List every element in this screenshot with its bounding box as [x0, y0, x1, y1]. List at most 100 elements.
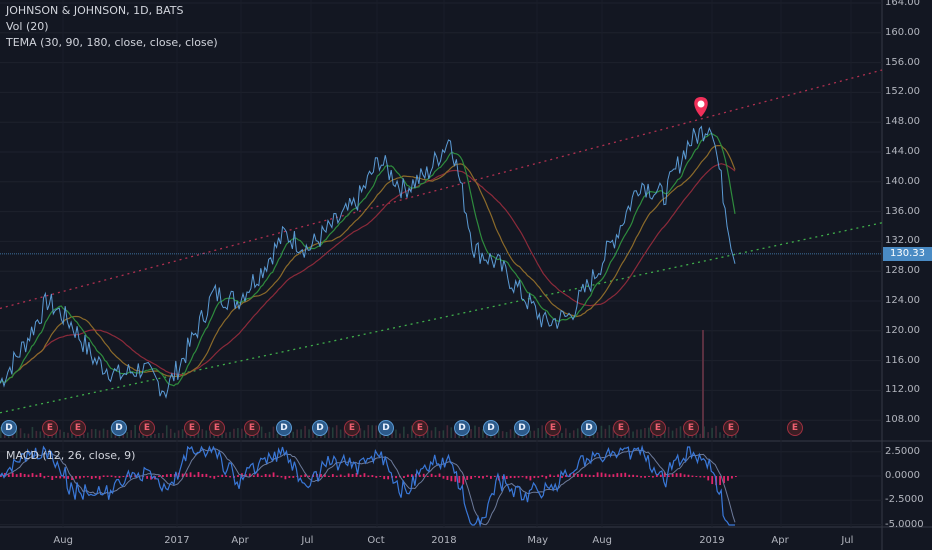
volume-bar [707, 432, 709, 438]
dividend-marker[interactable]: D [454, 420, 470, 436]
macd-histogram-bar [628, 474, 631, 477]
macd-histogram-bar [181, 473, 184, 477]
macd-histogram-bar [276, 475, 279, 477]
earnings-marker[interactable]: E [723, 420, 739, 436]
time-tick-label: Jul [841, 535, 854, 546]
volume-bar [276, 433, 279, 438]
price-tick-label: 148.00 [885, 116, 920, 128]
macd-histogram-bar [11, 472, 14, 477]
macd-histogram-bar [454, 476, 457, 482]
earnings-marker[interactable]: E [683, 420, 699, 436]
volume-bar [245, 432, 247, 438]
volume-bar [335, 425, 338, 438]
earnings-marker[interactable]: E [613, 420, 629, 436]
macd-histogram-bar [47, 475, 50, 477]
macd-histogram-bar [418, 474, 421, 477]
volume-bar [501, 431, 504, 438]
macd-tick-label: 0.0000 [885, 470, 920, 481]
volume-bar [308, 429, 310, 438]
time-tick-label: Apr [771, 535, 789, 546]
price-tick-label: 124.00 [885, 295, 920, 306]
macd-histogram-bar [691, 475, 694, 477]
volume-bar [497, 428, 500, 438]
pin-marker [694, 97, 708, 117]
macd-histogram-bar [260, 475, 263, 477]
volume-bar [86, 432, 89, 438]
macd-histogram-bar [185, 473, 188, 477]
earnings-marker[interactable]: E [344, 420, 360, 436]
earnings-marker[interactable]: E [70, 420, 86, 436]
volume-bar [509, 429, 512, 438]
time-tick-label: 2017 [164, 535, 190, 546]
macd-histogram-bar [7, 474, 10, 477]
earnings-marker[interactable]: E [139, 420, 155, 436]
last-price-tag: 130.33 [883, 247, 932, 261]
legend-title: JOHNSON & JOHNSON, 1D, BATS [6, 4, 184, 17]
macd-histogram-bar [0, 475, 2, 477]
dividend-marker[interactable]: D [276, 420, 292, 436]
earnings-marker[interactable]: E [244, 420, 260, 436]
volume-bar [699, 433, 702, 438]
earnings-marker[interactable]: E [184, 420, 200, 436]
dividend-marker[interactable]: D [514, 420, 530, 436]
volume-bar [237, 428, 239, 438]
earnings-marker[interactable]: E [42, 420, 58, 436]
volume-bar [363, 430, 366, 438]
macd-histogram-bar [671, 473, 674, 477]
volume-bar [371, 425, 374, 438]
volume-bar [82, 433, 85, 438]
macd-histogram-bar [561, 476, 563, 478]
macd-histogram-bar [707, 476, 710, 481]
volume-bar [35, 430, 38, 438]
earnings-marker[interactable]: E [412, 420, 428, 436]
macd-histogram-bar [43, 476, 46, 479]
volume-bar [130, 430, 133, 438]
macd-histogram-bar [351, 474, 354, 477]
volume-bar [233, 428, 235, 438]
volume-bar [241, 428, 243, 438]
volume-bar [632, 431, 634, 438]
volume-bar [576, 428, 579, 438]
macd-histogram-bar [695, 476, 698, 478]
volume-bar [102, 428, 105, 438]
macd-histogram-bar [102, 475, 105, 477]
macd-histogram-bar [335, 475, 338, 477]
macd-histogram-bar [197, 471, 200, 477]
dividend-marker[interactable]: D [111, 420, 127, 436]
volume-bar [640, 429, 642, 438]
dividend-marker[interactable]: D [1, 420, 17, 436]
macd-histogram-bar [541, 475, 544, 477]
volume-bar [11, 432, 14, 438]
macd-histogram-bar [31, 473, 34, 477]
dividend-marker[interactable]: D [483, 420, 499, 436]
macd-histogram-bar [533, 476, 536, 479]
earnings-marker[interactable]: E [650, 420, 666, 436]
volume-bar [31, 426, 34, 438]
volume-bar [612, 427, 615, 438]
price-tick-label: 108.00 [885, 414, 920, 426]
macd-histogram-bar [596, 472, 599, 477]
macd-histogram-bar [493, 475, 496, 477]
earnings-marker[interactable]: E [545, 420, 561, 436]
macd-histogram-bar [169, 473, 172, 477]
macd-histogram-bar [410, 474, 413, 477]
time-tick-label: May [527, 535, 549, 546]
macd-histogram-bar [75, 476, 77, 479]
earnings-marker[interactable]: E [209, 420, 225, 436]
macd-histogram-bar [723, 476, 725, 484]
macd-histogram-bar [371, 475, 374, 477]
volume-bar [624, 431, 626, 438]
volume-bar [474, 425, 476, 438]
volume-bar [541, 425, 543, 438]
macd-histogram-bar [284, 476, 287, 480]
volume-bar [312, 429, 314, 438]
dividend-marker[interactable]: D [581, 420, 597, 436]
dividend-marker[interactable]: D [378, 420, 394, 436]
volume-bar [675, 428, 678, 438]
dividend-marker[interactable]: D [312, 420, 328, 436]
tema-slow-line [0, 163, 736, 384]
earnings-marker[interactable]: E [787, 420, 803, 436]
macd-histogram-bar [252, 475, 255, 477]
volume-bar [15, 430, 18, 438]
